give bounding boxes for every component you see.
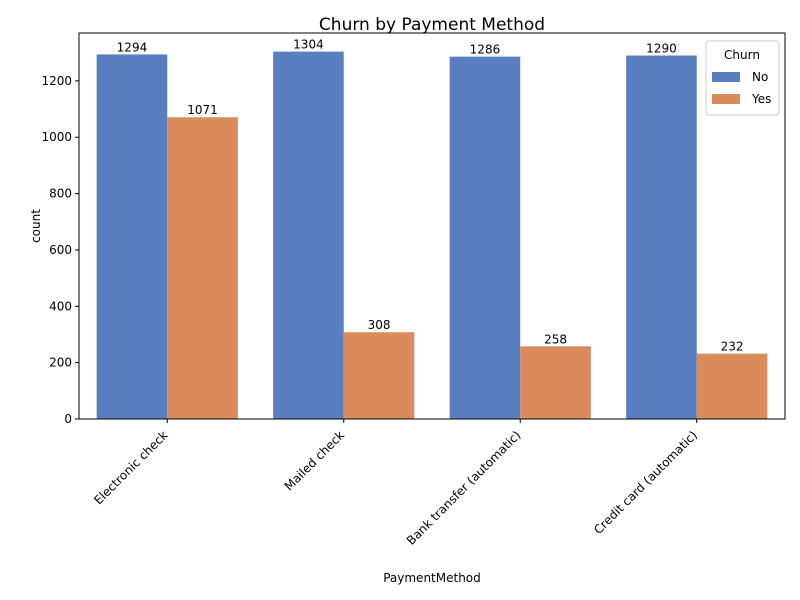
legend-swatch-no	[712, 72, 740, 82]
chart-title: Churn by Payment Method	[319, 15, 545, 35]
x-axis: Electronic check Mailed check Bank transfe…	[91, 419, 700, 548]
x-tick-label: Credit card (automatic)	[591, 428, 700, 537]
data-label-no-1: 1304	[293, 38, 324, 52]
y-axis: 0 200 400 600 800 1000 1200	[41, 74, 79, 426]
x-axis-label: PaymentMethod	[383, 571, 481, 585]
legend-items: No Yes	[712, 70, 771, 106]
data-label-yes-1: 308	[368, 318, 391, 332]
bar-no-3	[626, 55, 697, 419]
bar-yes-3	[696, 353, 768, 419]
bar-no-1	[273, 51, 344, 420]
plot-frame	[78, 32, 786, 420]
data-label-no-0: 1294	[117, 40, 148, 54]
legend-title: Churn	[724, 48, 760, 62]
bar-no-2	[449, 56, 521, 420]
data-label-yes-2: 258	[544, 332, 567, 346]
x-tick-label: Mailed check	[282, 428, 347, 493]
x-tick-label: Bank transfer (automatic)	[404, 428, 524, 548]
data-label-no-3: 1290	[646, 42, 677, 56]
y-tick-label: 1000	[41, 130, 72, 144]
y-tick-label: 400	[49, 299, 72, 313]
y-tick-label: 200	[49, 356, 72, 370]
data-label-yes-3: 232	[721, 340, 744, 354]
bar-no-0	[96, 54, 168, 419]
y-tick-label: 600	[49, 243, 72, 257]
y-tick-label: 1200	[41, 74, 72, 88]
data-label-yes-0: 1071	[187, 103, 218, 117]
y-axis-label: count	[29, 209, 43, 243]
data-labels-group: 1294 1071 1304 308 1286 258 1290 232	[117, 38, 744, 354]
data-label-no-2: 1286	[470, 43, 501, 57]
legend-label-yes: Yes	[751, 92, 771, 106]
y-tick-label: 800	[49, 187, 72, 201]
legend: Churn No Yes	[705, 40, 780, 116]
x-tick-label: Electronic check	[91, 428, 170, 507]
y-tick-label: 0	[64, 412, 72, 426]
bar-yes-2	[520, 346, 591, 419]
bar-yes-1	[343, 332, 415, 419]
legend-swatch-yes	[712, 94, 740, 104]
legend-label-no: No	[752, 70, 768, 84]
bars-group	[96, 51, 768, 420]
bar-yes-0	[167, 117, 238, 419]
